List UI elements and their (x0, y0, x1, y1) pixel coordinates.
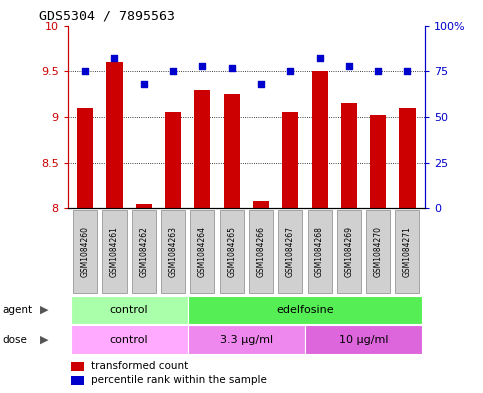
FancyBboxPatch shape (249, 210, 273, 293)
Bar (224, 94, 240, 208)
Point (374, 68, 382, 74)
Point (199, 62, 206, 69)
FancyBboxPatch shape (102, 210, 127, 293)
Bar (370, 115, 386, 208)
Text: GSM1084261: GSM1084261 (110, 226, 119, 277)
Point (111, 55, 118, 62)
FancyBboxPatch shape (73, 210, 97, 293)
Point (228, 64, 236, 71)
Bar (136, 204, 152, 208)
Text: ▶: ▶ (40, 334, 48, 345)
Bar (106, 62, 123, 208)
Bar (253, 201, 269, 208)
FancyBboxPatch shape (132, 210, 156, 293)
FancyBboxPatch shape (71, 296, 188, 324)
Text: GSM1084269: GSM1084269 (344, 226, 354, 277)
Point (345, 62, 353, 69)
Text: agent: agent (2, 305, 32, 315)
FancyBboxPatch shape (188, 296, 422, 324)
Text: GSM1084263: GSM1084263 (169, 226, 178, 277)
Bar (165, 112, 181, 208)
Text: GSM1084260: GSM1084260 (81, 226, 90, 277)
Text: edelfosine: edelfosine (276, 305, 334, 315)
Point (169, 68, 177, 74)
Text: GSM1084262: GSM1084262 (139, 226, 148, 277)
FancyBboxPatch shape (190, 210, 214, 293)
Point (257, 81, 265, 87)
FancyBboxPatch shape (305, 325, 422, 354)
Text: GSM1084266: GSM1084266 (256, 226, 266, 277)
FancyBboxPatch shape (220, 210, 244, 293)
Text: control: control (110, 305, 148, 315)
Point (81, 68, 89, 74)
Text: percentile rank within the sample: percentile rank within the sample (91, 375, 267, 386)
Point (316, 55, 324, 62)
Text: transformed count: transformed count (91, 361, 189, 371)
FancyBboxPatch shape (308, 210, 332, 293)
Text: GSM1084268: GSM1084268 (315, 226, 324, 277)
Bar (282, 112, 298, 208)
Bar (312, 71, 327, 208)
FancyBboxPatch shape (396, 210, 419, 293)
Text: GSM1084271: GSM1084271 (403, 226, 412, 277)
Bar (77, 108, 93, 208)
Text: 10 μg/ml: 10 μg/ml (339, 334, 388, 345)
Point (140, 81, 148, 87)
FancyBboxPatch shape (188, 325, 305, 354)
Text: dose: dose (2, 334, 28, 345)
Text: GSM1084264: GSM1084264 (198, 226, 207, 277)
FancyBboxPatch shape (278, 210, 302, 293)
Bar (71, 376, 84, 385)
Text: control: control (110, 334, 148, 345)
FancyBboxPatch shape (161, 210, 185, 293)
Text: 3.3 μg/ml: 3.3 μg/ml (220, 334, 273, 345)
Bar (71, 362, 84, 371)
Text: ▶: ▶ (40, 305, 48, 315)
Bar (341, 103, 357, 208)
Text: GDS5304 / 7895563: GDS5304 / 7895563 (39, 10, 175, 23)
FancyBboxPatch shape (366, 210, 390, 293)
Bar (194, 90, 211, 208)
FancyBboxPatch shape (337, 210, 361, 293)
Text: GSM1084265: GSM1084265 (227, 226, 236, 277)
Text: GSM1084270: GSM1084270 (374, 226, 383, 277)
Point (286, 68, 294, 74)
FancyBboxPatch shape (71, 325, 188, 354)
Point (404, 68, 412, 74)
Text: GSM1084267: GSM1084267 (286, 226, 295, 277)
Bar (399, 108, 415, 208)
